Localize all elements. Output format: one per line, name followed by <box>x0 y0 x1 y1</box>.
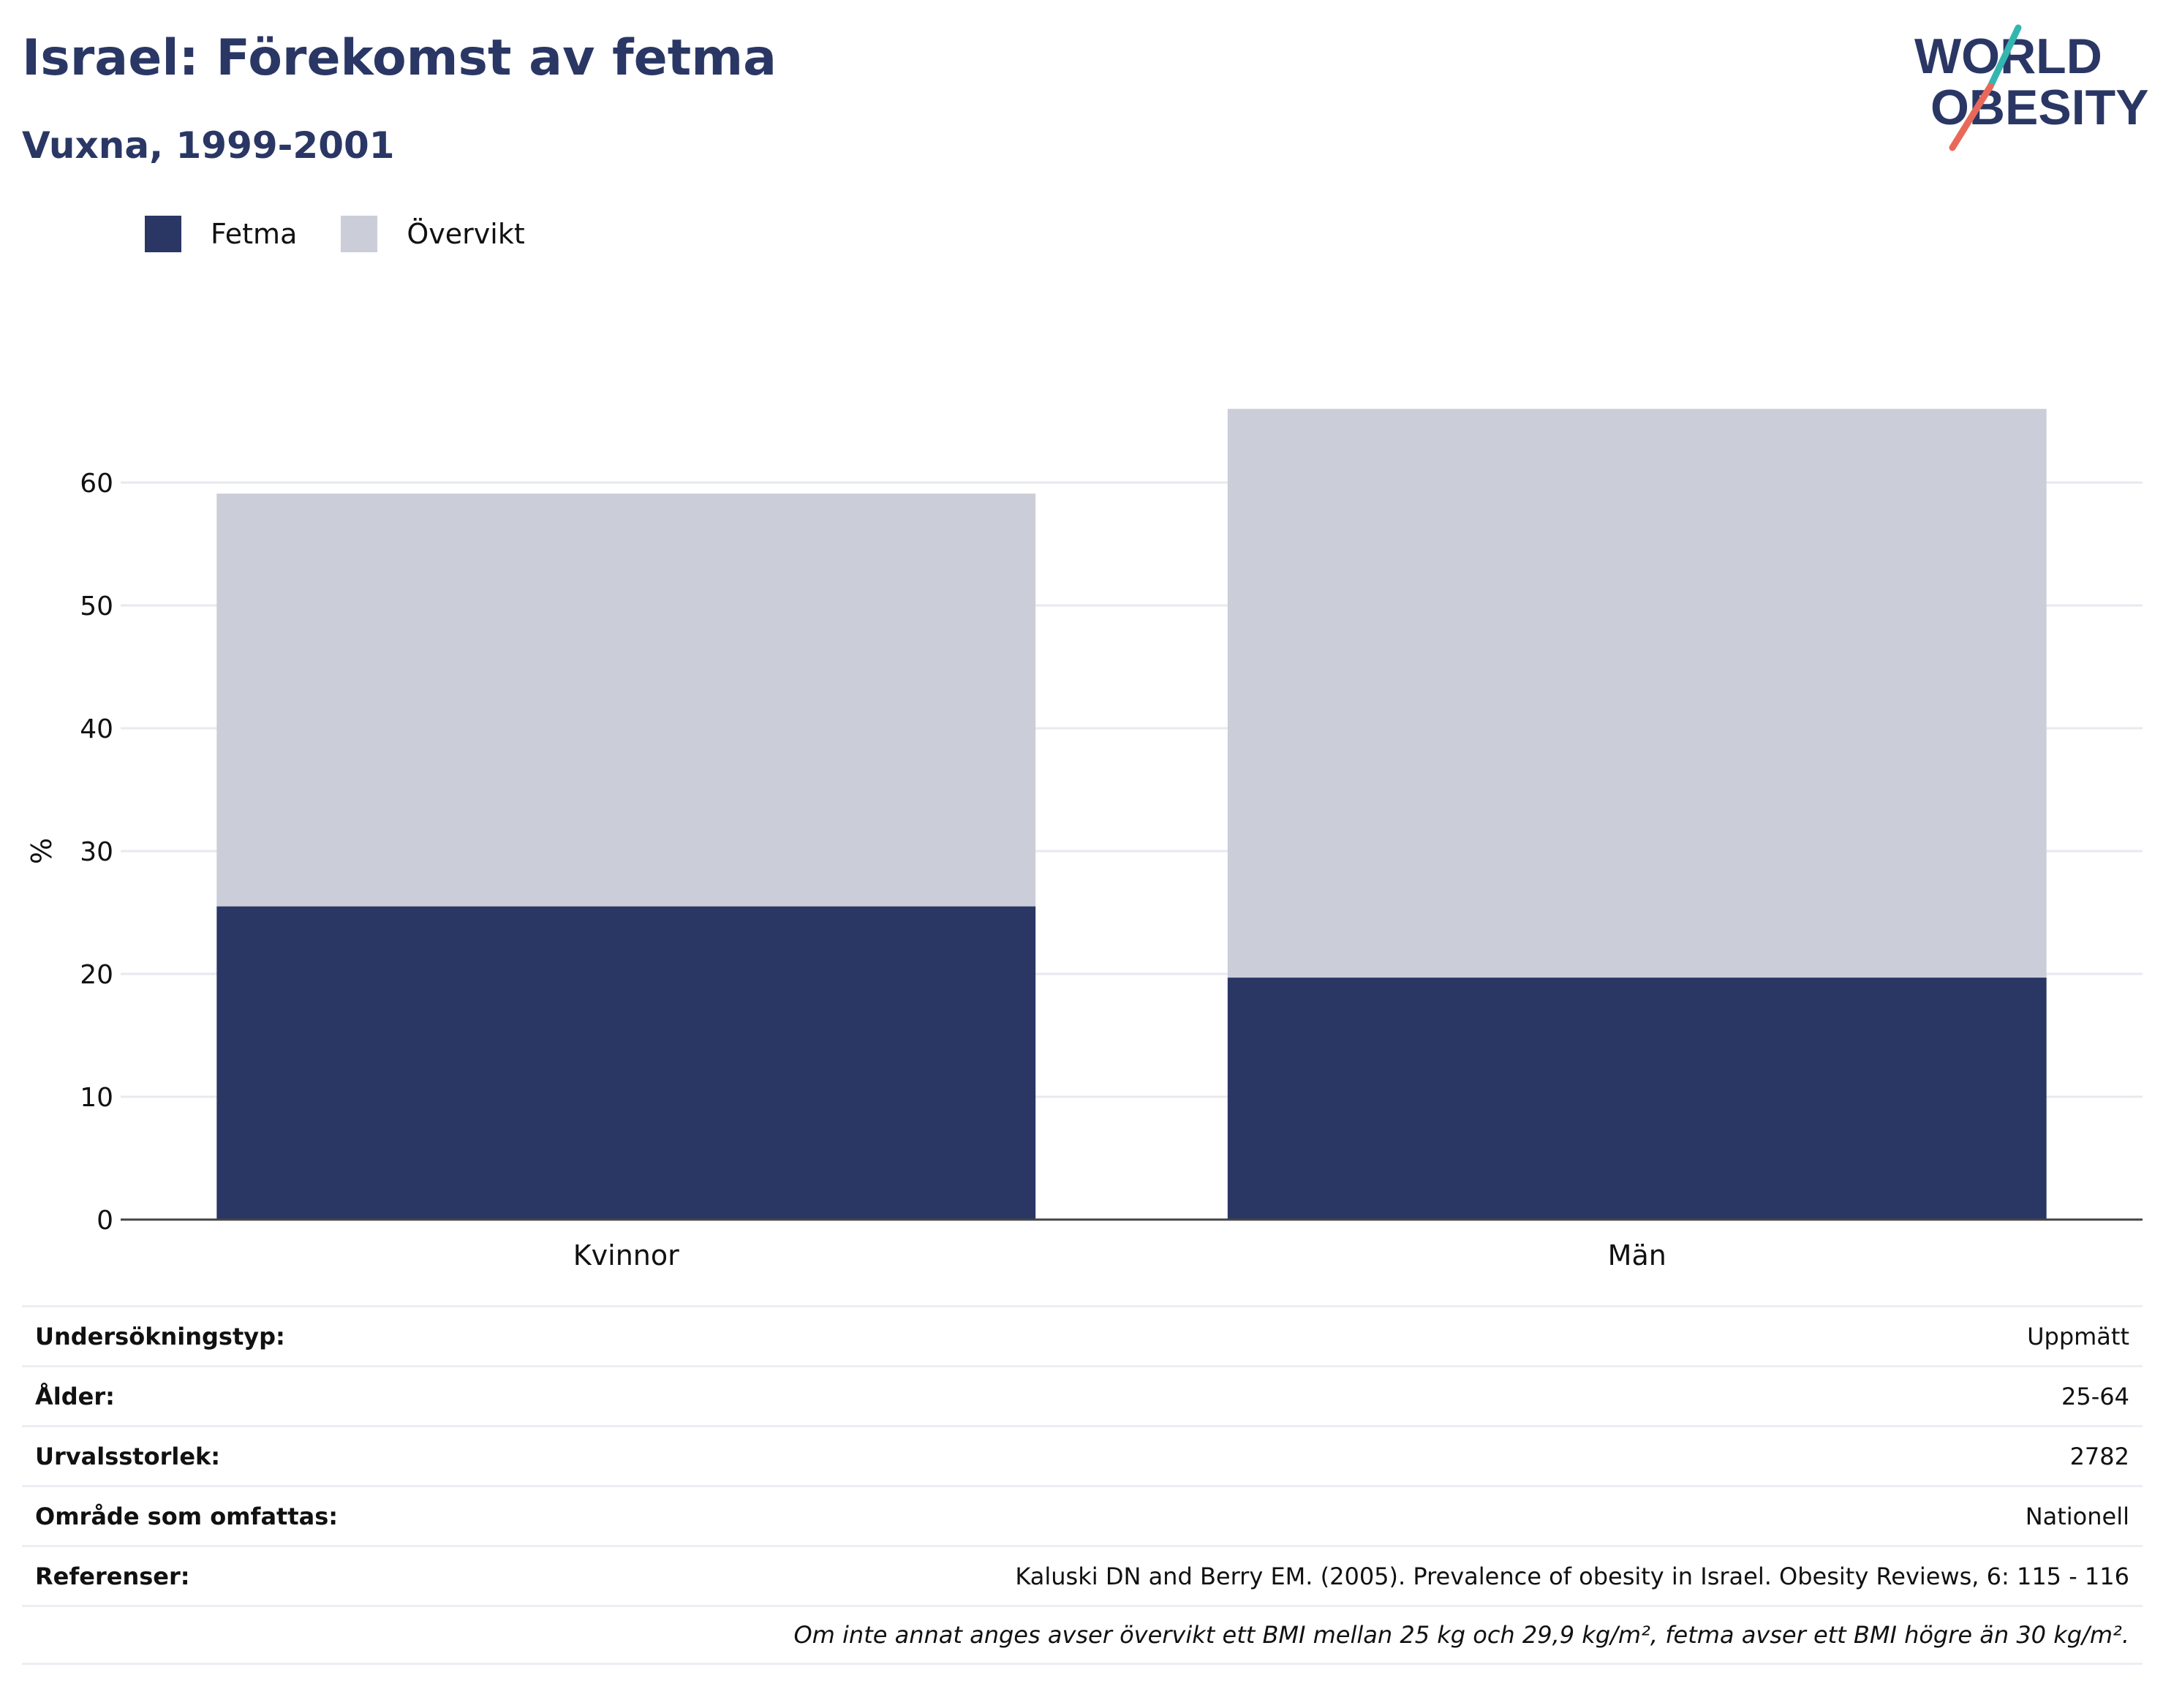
legend-item-fetma[interactable]: Fetma <box>145 216 297 252</box>
y-tick-label: 60 <box>80 469 113 499</box>
meta-value: 2782 <box>2069 1442 2129 1470</box>
meta-row-sample-size: Urvalsstorlek: 2782 <box>22 1425 2143 1485</box>
y-tick-label: 20 <box>80 960 113 990</box>
y-axis-label: % <box>26 838 58 864</box>
y-tick-label: 40 <box>80 714 113 744</box>
legend-label-overvikt: Övervikt <box>407 218 525 250</box>
meta-value: Uppmätt <box>2027 1322 2129 1350</box>
meta-label: Undersökningstyp: <box>35 1322 285 1350</box>
meta-row-survey-type: Undersökningstyp: Uppmätt <box>22 1305 2143 1365</box>
meta-value: 25-64 <box>2061 1382 2129 1410</box>
page-title: Israel: Förekomst av fetma <box>22 29 777 87</box>
meta-value: Nationell <box>2025 1502 2129 1530</box>
page-subtitle: Vuxna, 1999-2001 <box>22 124 395 167</box>
meta-label: Ålder: <box>35 1382 115 1410</box>
legend-item-overvikt[interactable]: Övervikt <box>341 216 525 252</box>
chart-legend: Fetma Övervikt <box>145 216 569 252</box>
bar-fetma-1 <box>1227 978 2047 1220</box>
meta-row-note: Om inte annat anges avser övervikt ett B… <box>22 1605 2143 1665</box>
y-tick-label: 10 <box>80 1083 113 1113</box>
legend-label-fetma: Fetma <box>211 218 298 250</box>
meta-row-coverage: Område som omfattas: Nationell <box>22 1485 2143 1545</box>
meta-row-references: Referenser: Kaluski DN and Berry EM. (20… <box>22 1545 2143 1605</box>
y-tick-label: 50 <box>80 592 113 621</box>
metadata-table: Undersökningstyp: Uppmätt Ålder: 25-64 U… <box>22 1305 2143 1665</box>
bar-overvikt-0 <box>216 494 1036 907</box>
x-tick-label: Kvinnor <box>573 1239 679 1271</box>
meta-label: Referenser: <box>35 1562 190 1590</box>
meta-label: Urvalsstorlek: <box>35 1442 221 1470</box>
bmi-definition-note: Om inte annat anges avser övervikt ett B… <box>793 1621 2129 1649</box>
logo-slash-teal <box>1987 24 2022 90</box>
x-tick-label: Män <box>1608 1239 1666 1271</box>
legend-swatch-fetma <box>145 216 181 252</box>
meta-value: Kaluski DN and Berry EM. (2005). Prevale… <box>1015 1562 2129 1590</box>
logo-slash-coral <box>1949 83 1994 151</box>
stacked-bar-chart: 0 10 20 30 40 50 60% Kvinnor Män <box>26 409 2143 1271</box>
legend-swatch-overvikt <box>341 216 378 252</box>
world-obesity-logo: WORLD OBESITY <box>1914 24 2149 151</box>
meta-label: Område som omfattas: <box>35 1502 339 1530</box>
bar-overvikt-1 <box>1227 409 2047 978</box>
meta-row-age: Ålder: 25-64 <box>22 1365 2143 1425</box>
bar-fetma-0 <box>216 906 1036 1220</box>
y-tick-label: 0 <box>97 1206 113 1236</box>
y-tick-label: 30 <box>80 837 113 867</box>
